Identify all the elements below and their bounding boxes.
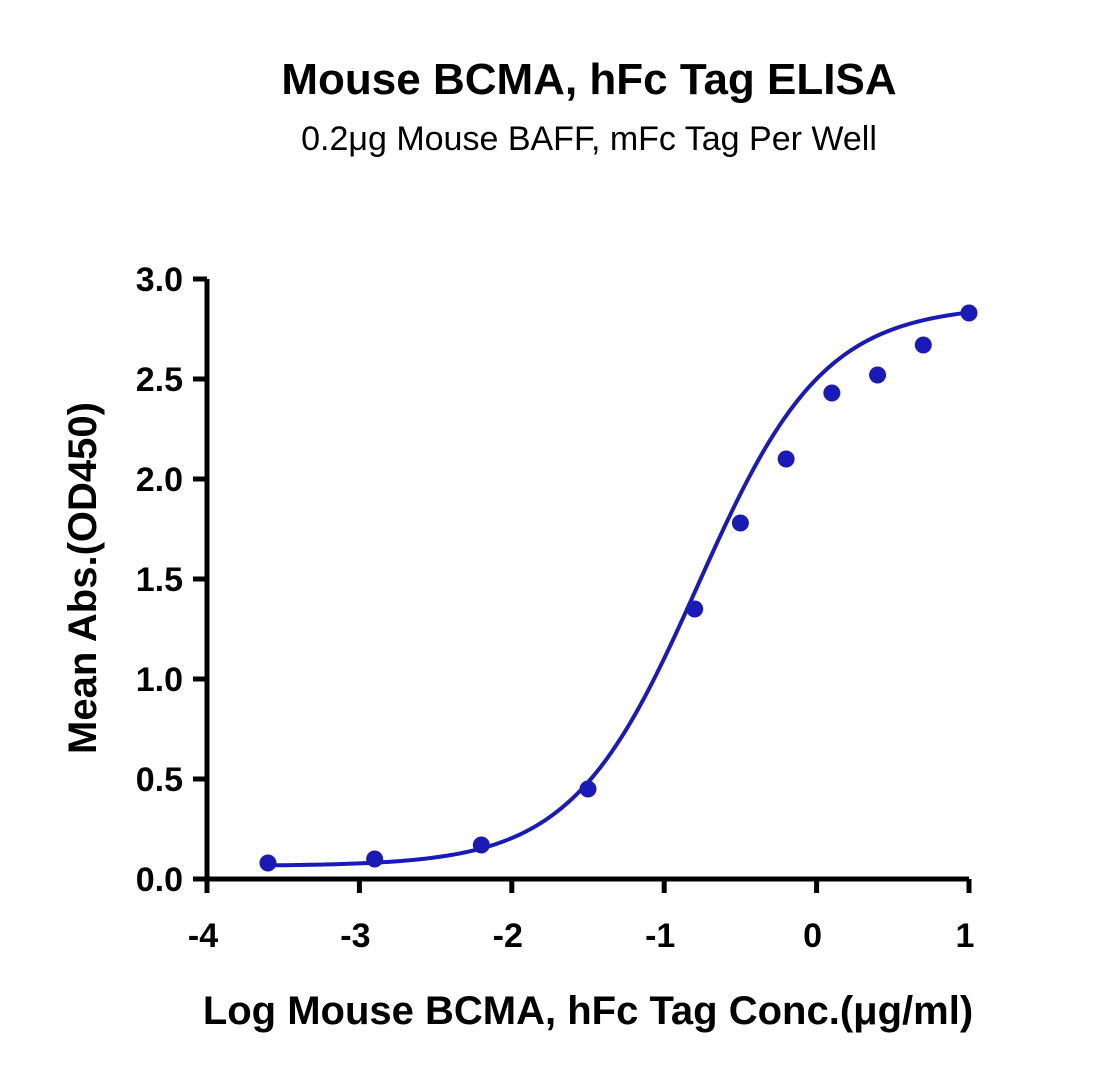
data-point: [259, 854, 277, 872]
data-point: [914, 336, 932, 354]
data-point: [869, 366, 887, 384]
chart-title: Mouse BCMA, hFc Tag ELISA: [281, 55, 896, 104]
data-point: [579, 780, 597, 798]
data-point: [823, 384, 841, 402]
plot-area: [259, 304, 978, 872]
y-tick-label: 0.0: [136, 861, 183, 899]
data-point: [731, 514, 749, 532]
data-point: [960, 304, 978, 322]
x-axis-ticks: -4 -3 -2 -1 0 1: [188, 879, 975, 955]
y-tick-label: 0.5: [136, 761, 183, 799]
y-tick-label: 1.0: [136, 661, 183, 699]
y-axis-ticks: 0.0 0.5 1.0 1.5 2.0 2.5 3.0: [136, 261, 207, 899]
x-tick-label: 0: [803, 917, 822, 955]
x-tick-label: -1: [645, 917, 675, 955]
y-tick-label: 3.0: [136, 261, 183, 299]
x-tick-label: 1: [956, 917, 975, 955]
x-tick-label: -2: [493, 917, 523, 955]
fit-curve-line: [267, 310, 970, 868]
data-point: [472, 836, 490, 854]
x-axis-label: Log Mouse BCMA, hFc Tag Conc.(μg/ml): [203, 989, 973, 1033]
x-tick-label: -3: [340, 917, 370, 955]
y-tick-label: 2.0: [136, 461, 183, 499]
data-point: [366, 850, 384, 868]
y-tick-label: 2.5: [136, 361, 183, 399]
y-axis-label: Mean Abs.(OD450): [61, 402, 105, 754]
data-point: [777, 450, 795, 468]
data-point: [686, 600, 704, 618]
y-tick-label: 1.5: [136, 561, 183, 599]
chart-subtitle: 0.2μg Mouse BAFF, mFc Tag Per Well: [301, 120, 877, 158]
x-tick-label: -4: [188, 917, 218, 955]
